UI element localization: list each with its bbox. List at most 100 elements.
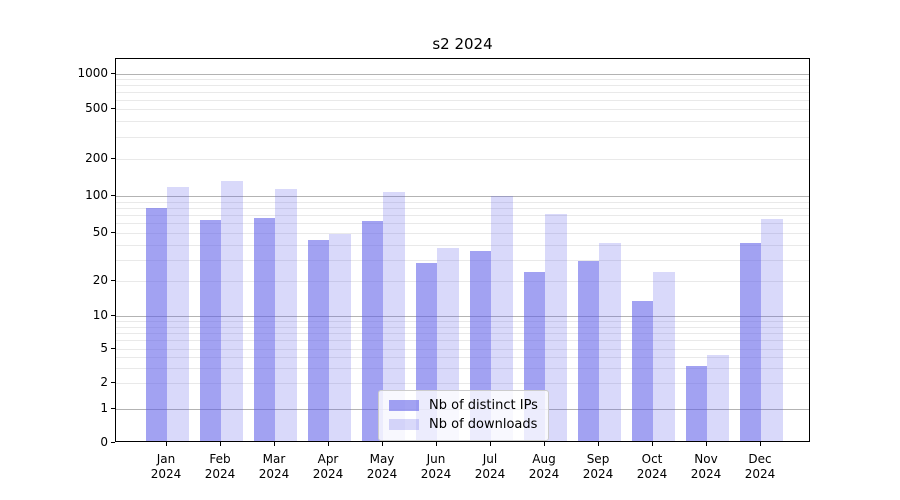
x-tick-mark-nov-2024 [706, 442, 707, 446]
x-tick-label-jun-2024: Jun 2024 [420, 452, 452, 481]
minor-gridline-50 [116, 233, 809, 234]
y-tick-label-50: 50 [92, 225, 108, 239]
y-tick-label-500: 500 [85, 101, 108, 115]
y-tick-label-1: 1 [100, 401, 108, 415]
major-gridline-1000 [116, 74, 809, 75]
minor-gridline-2 [116, 383, 809, 384]
minor-gridline-80 [116, 207, 809, 209]
bar-nb-of-distinct-ips-sep-2024 [577, 261, 599, 441]
bar-nb-of-distinct-ips-oct-2024 [631, 300, 653, 441]
legend-swatch-downloads [389, 419, 419, 430]
x-tick-mark-sep-2024 [598, 442, 599, 446]
bar-nb-of-downloads-nov-2024 [707, 355, 729, 441]
bar-nb-of-downloads-mar-2024 [275, 188, 297, 441]
minor-gridline-6 [116, 340, 809, 342]
y-tick-mark-100 [111, 195, 115, 196]
x-tick-mark-may-2024 [382, 442, 383, 446]
minor-gridline-9 [116, 321, 809, 322]
minor-gridline-7 [116, 333, 809, 334]
x-tick-mark-jun-2024 [436, 442, 437, 446]
bar-nb-of-downloads-aug-2024 [545, 213, 567, 441]
x-tick-label-oct-2024: Oct 2024 [636, 452, 668, 481]
minor-gridline-3 [116, 368, 809, 369]
bar-nb-of-downloads-oct-2024 [653, 271, 675, 441]
x-tick-label-aug-2024: Aug 2024 [528, 452, 560, 481]
bar-nb-of-distinct-ips-dec-2024 [739, 242, 761, 441]
bar-nb-of-distinct-ips-may-2024 [361, 221, 383, 441]
x-tick-mark-dec-2024 [760, 442, 761, 446]
y-tick-mark-20 [111, 280, 115, 281]
minor-gridline-600 [116, 99, 809, 101]
y-tick-mark-5 [111, 348, 115, 349]
x-tick-label-feb-2024: Feb 2024 [204, 452, 236, 481]
y-tick-label-10: 10 [92, 308, 108, 322]
minor-gridline-5 [116, 349, 809, 350]
legend-label-distinct-ips: Nb of distinct IPs [429, 398, 538, 413]
y-tick-mark-1000 [111, 73, 115, 74]
x-tick-label-jan-2024: Jan 2024 [150, 452, 182, 481]
x-tick-label-dec-2024: Dec 2024 [744, 452, 776, 481]
y-tick-label-1000: 1000 [77, 66, 108, 80]
bar-nb-of-downloads-jan-2024 [167, 186, 189, 441]
x-tick-label-sep-2024: Sep 2024 [582, 452, 614, 481]
bar-nb-of-distinct-ips-nov-2024 [685, 366, 707, 441]
bar-nb-of-downloads-jul-2024 [491, 196, 513, 441]
bar-nb-of-distinct-ips-mar-2024 [253, 217, 275, 441]
x-tick-mark-mar-2024 [274, 442, 275, 446]
bar-nb-of-downloads-feb-2024 [221, 181, 243, 441]
minor-gridline-30 [116, 259, 809, 261]
y-tick-label-100: 100 [85, 188, 108, 202]
y-tick-label-5: 5 [100, 341, 108, 355]
minor-gridline-400 [116, 121, 809, 123]
minor-gridline-500 [116, 109, 809, 110]
y-tick-mark-200 [111, 158, 115, 159]
x-tick-mark-feb-2024 [220, 442, 221, 446]
minor-gridline-700 [116, 92, 809, 93]
legend-label-downloads: Nb of downloads [429, 417, 538, 432]
y-tick-mark-50 [111, 232, 115, 233]
bar-nb-of-downloads-may-2024 [383, 192, 405, 441]
x-tick-label-apr-2024: Apr 2024 [312, 452, 344, 481]
minor-gridline-70 [116, 215, 809, 216]
x-tick-mark-aug-2024 [544, 442, 545, 446]
plot-area [115, 58, 810, 442]
minor-gridline-90 [116, 201, 809, 203]
bar-nb-of-distinct-ips-feb-2024 [199, 220, 221, 441]
bar-nb-of-distinct-ips-apr-2024 [307, 240, 329, 441]
x-tick-mark-jul-2024 [490, 442, 491, 446]
y-tick-label-20: 20 [92, 273, 108, 287]
minor-gridline-800 [116, 85, 809, 87]
major-gridline-10 [116, 316, 809, 317]
y-tick-mark-0 [111, 442, 115, 443]
minor-gridline-200 [116, 159, 809, 160]
minor-gridline-60 [116, 223, 809, 225]
y-tick-label-2: 2 [100, 375, 108, 389]
legend-item-downloads: Nb of downloads [389, 415, 538, 434]
chart-title: s2 2024 [432, 35, 493, 53]
bar-nb-of-downloads-apr-2024 [329, 234, 351, 441]
y-tick-mark-10 [111, 315, 115, 316]
x-tick-mark-oct-2024 [652, 442, 653, 446]
x-tick-label-jul-2024: Jul 2024 [474, 452, 506, 481]
minor-gridline-40 [116, 244, 809, 246]
x-tick-mark-jan-2024 [166, 442, 167, 446]
major-gridline-100 [116, 196, 809, 197]
bar-nb-of-downloads-dec-2024 [761, 218, 783, 441]
minor-gridline-4 [116, 357, 809, 359]
y-tick-mark-500 [111, 108, 115, 109]
x-tick-mark-apr-2024 [328, 442, 329, 446]
bar-nb-of-distinct-ips-jan-2024 [145, 208, 167, 441]
minor-gridline-20 [116, 281, 809, 282]
y-tick-label-200: 200 [85, 151, 108, 165]
legend: Nb of distinct IPs Nb of downloads [378, 390, 549, 441]
legend-swatch-distinct-ips [389, 400, 419, 411]
y-tick-label-0: 0 [100, 435, 108, 449]
bar-nb-of-downloads-sep-2024 [599, 242, 621, 441]
y-tick-mark-1 [111, 408, 115, 409]
minor-gridline-8 [116, 326, 809, 328]
x-tick-label-may-2024: May 2024 [366, 452, 398, 481]
minor-gridline-900 [116, 79, 809, 81]
legend-item-distinct-ips: Nb of distinct IPs [389, 396, 538, 415]
y-tick-mark-2 [111, 382, 115, 383]
